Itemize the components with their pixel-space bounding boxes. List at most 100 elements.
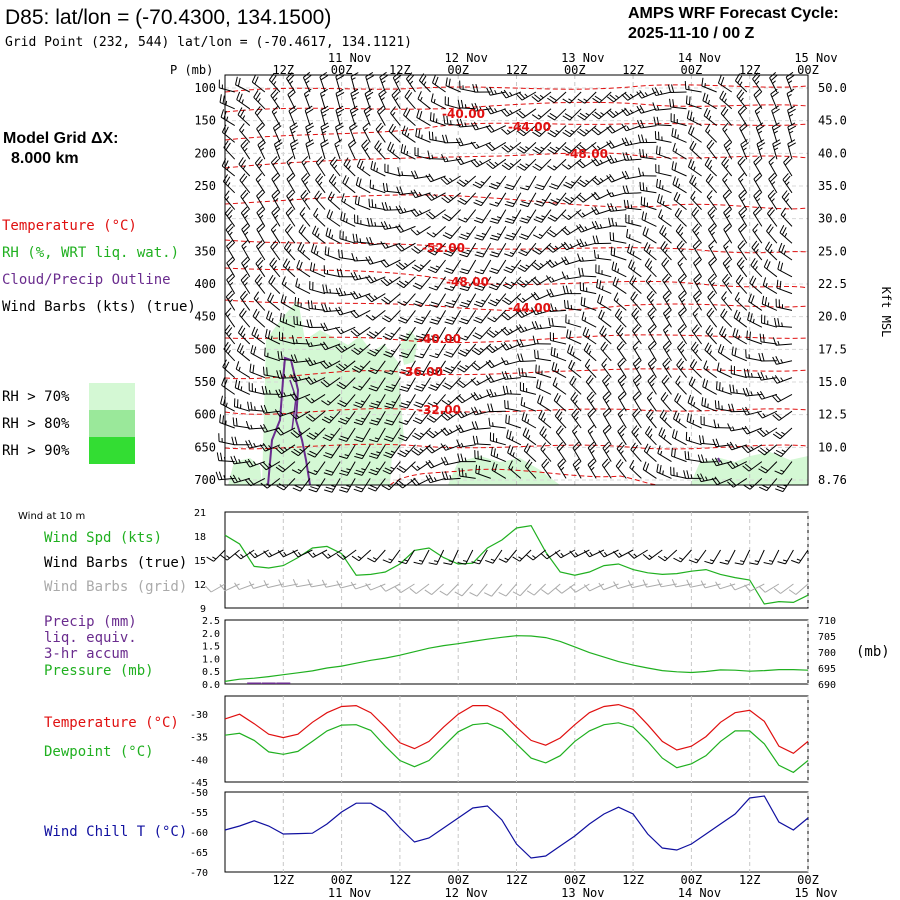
wind-barb <box>534 175 552 191</box>
wind-barb <box>576 224 597 233</box>
wind-barb <box>561 209 582 221</box>
wind-barb <box>707 273 718 294</box>
wind-barb <box>516 293 537 303</box>
precip-tick: 0.5 <box>202 667 220 678</box>
wind-barb <box>622 185 642 195</box>
wind-barb <box>652 102 672 111</box>
wind-barb <box>459 259 477 275</box>
wind-barb <box>321 303 341 313</box>
wind-barb <box>290 410 311 420</box>
wind-barb <box>516 142 537 154</box>
chill-tick: -65 <box>190 848 208 859</box>
top-hour-label: 12Z <box>622 63 644 77</box>
wind-barb <box>617 424 627 446</box>
wind-barb <box>637 134 657 144</box>
wind-barb <box>259 423 281 433</box>
wind-barb <box>305 410 326 422</box>
surface-wind-barb <box>657 549 678 562</box>
temperature-line <box>224 703 809 755</box>
wind-barb <box>606 155 627 164</box>
wind-barb <box>442 226 462 240</box>
wind-barb <box>621 137 642 147</box>
wind-barb <box>474 226 492 241</box>
wind-barb <box>501 142 522 153</box>
wind-chill-line <box>224 795 809 859</box>
wind-barb <box>459 242 477 258</box>
wind-barb <box>250 344 266 362</box>
wind-barb <box>475 464 491 479</box>
wind-barb <box>363 105 373 126</box>
top-hour-label: 12Z <box>739 63 761 77</box>
wind-barb <box>232 417 250 429</box>
top-hour-label: 00Z <box>797 63 819 77</box>
wind-barb <box>410 208 431 217</box>
wind-barb <box>562 125 582 138</box>
wind-barb <box>430 93 446 110</box>
wind-barb <box>237 107 251 126</box>
wind-barb <box>504 226 522 241</box>
wind-barb <box>457 192 477 205</box>
pressure-tick: 705 <box>818 632 836 643</box>
wind-barb <box>655 164 672 177</box>
wind-barb <box>384 394 401 409</box>
wind-barb <box>548 192 567 206</box>
wind-barb <box>488 417 506 429</box>
top-hour-label: 12Z <box>506 63 528 77</box>
wind-barb <box>400 144 416 160</box>
wind-barb <box>239 173 251 194</box>
chill-tick: -70 <box>190 868 208 879</box>
wind-barb <box>591 108 612 120</box>
wind-barb <box>752 206 763 227</box>
height-tick-label: 50.0 <box>818 81 847 95</box>
wind-barb <box>309 262 326 278</box>
surface-wind-barb <box>598 549 619 558</box>
wind-barb <box>738 172 748 194</box>
grid-wind-barb <box>788 583 809 595</box>
wind-barb <box>256 189 266 210</box>
isotherm-label: -48.00 <box>565 147 608 161</box>
surface-wind-barb <box>749 549 765 565</box>
bottom-hour-label: 00Z <box>797 873 819 887</box>
grid-wind-barb <box>715 581 736 590</box>
wind-barb <box>593 249 612 261</box>
wind-barb <box>256 240 266 261</box>
wind-barb <box>470 121 491 131</box>
wind-barb <box>413 310 431 325</box>
surface-wind-barb <box>642 549 663 560</box>
wind-barb <box>356 158 371 177</box>
wind-barb <box>577 108 597 121</box>
wind-barb <box>741 425 763 435</box>
wind-barb <box>327 191 341 210</box>
wind-barb <box>647 340 657 362</box>
wind-barb <box>641 211 657 227</box>
wind-barb <box>599 325 612 345</box>
pressure-tick-label: 650 <box>194 440 216 454</box>
wind-barb <box>592 91 612 104</box>
wind-barb <box>540 442 552 462</box>
wind-barb <box>601 358 612 378</box>
wind-barb <box>429 343 446 359</box>
grid-wind-barb <box>439 583 459 596</box>
wind-barb <box>771 122 781 143</box>
wind-barb <box>672 176 687 194</box>
wind-barb <box>335 105 345 126</box>
wind-barb <box>474 209 492 224</box>
wind-barb <box>571 425 582 446</box>
wind-barb <box>562 91 582 104</box>
wind-barb <box>425 192 446 201</box>
wind-barb <box>615 324 627 345</box>
wind-barb <box>289 122 299 143</box>
wind-barb <box>658 427 672 446</box>
surface-wind-barb <box>540 549 561 560</box>
wind-barb <box>487 403 506 413</box>
legend-wind-barbs-grid: Wind Barbs (grid) <box>44 579 187 595</box>
wind-barb <box>616 441 627 462</box>
surface-wind-barb <box>613 549 634 558</box>
wind-barb <box>405 72 416 93</box>
wind-barb <box>690 341 702 362</box>
wind-barb <box>472 175 492 189</box>
wind-barb <box>303 88 312 109</box>
wind-barb <box>365 274 386 284</box>
wind-barb <box>235 76 251 93</box>
